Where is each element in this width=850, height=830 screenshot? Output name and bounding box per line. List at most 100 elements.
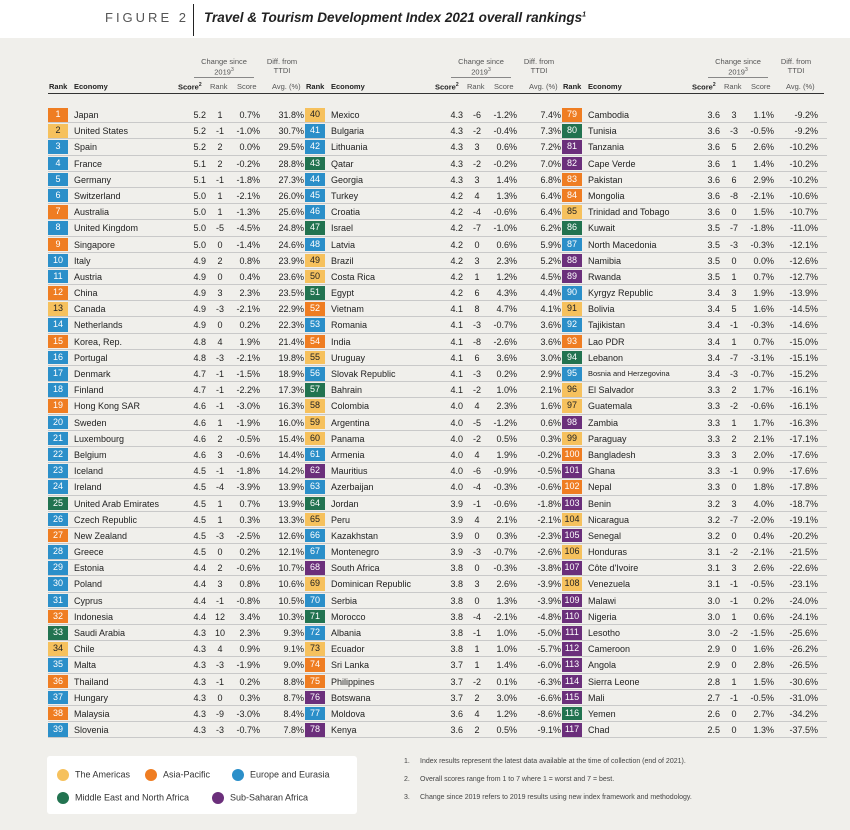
rank-badge: 105 bbox=[562, 528, 582, 543]
economy-name: Sri Lanka bbox=[331, 660, 370, 671]
diff-from-ttdi-header: Diff. from TTDI bbox=[266, 57, 298, 75]
table-row: 55 Uruguay 4.1 6 3.6% 3.0% bbox=[305, 350, 570, 366]
rank-badge: 3 bbox=[48, 140, 68, 154]
score-change-value: 2.6% bbox=[753, 563, 774, 574]
rank-badge: 79 bbox=[562, 108, 582, 122]
rank-badge: 46 bbox=[305, 205, 325, 219]
rank-change-value: -3 bbox=[729, 126, 738, 137]
rank-badge: 18 bbox=[48, 383, 68, 397]
diff-avg-value: -25.6% bbox=[789, 628, 818, 638]
diff-avg-value: -17.6% bbox=[789, 449, 818, 460]
rank-change-value: 3 bbox=[731, 110, 737, 120]
column-header: Change since 20193 Diff. from TTDI Rank Eco… bbox=[305, 52, 570, 107]
score-change-value: 0.6% bbox=[496, 239, 517, 250]
economy-name: Nepal bbox=[588, 482, 612, 493]
economy-name: Qatar bbox=[331, 158, 354, 169]
table-row: 39 Slovenia 4.3 -3 -0.7% 7.8% bbox=[48, 722, 313, 739]
diff-avg-value: 5.2% bbox=[540, 255, 561, 266]
rank-change-value: 2 bbox=[731, 433, 737, 444]
score-change-value: -0.6% bbox=[236, 563, 260, 574]
economy-name: Lithuania bbox=[331, 142, 368, 153]
score-value: 5.1 bbox=[193, 158, 206, 169]
rank-badge: 14 bbox=[48, 318, 68, 332]
rank-badge: 65 bbox=[305, 512, 325, 527]
rank-badge: 84 bbox=[562, 188, 582, 203]
rank-change-value: -2 bbox=[472, 433, 481, 444]
score-value: 3.4 bbox=[707, 288, 720, 299]
score-value: 4.2 bbox=[450, 223, 463, 234]
rank-change-value: 0 bbox=[731, 725, 737, 736]
score-value: 4.2 bbox=[450, 207, 463, 218]
rank-change-value: -7 bbox=[472, 223, 481, 234]
score-change-value: -0.9% bbox=[493, 466, 517, 477]
economy-name: Romania bbox=[331, 320, 368, 331]
rank-badge: 75 bbox=[305, 674, 325, 689]
score-change-value: 1.5% bbox=[753, 207, 774, 218]
economy-name: Argentina bbox=[331, 417, 370, 428]
score-change-value: -0.4% bbox=[493, 126, 517, 137]
legend-item-ee: Europe and Eurasia bbox=[232, 769, 330, 781]
diff-avg-value: -16.3% bbox=[789, 417, 818, 428]
legend-label: Europe and Eurasia bbox=[250, 769, 330, 780]
economy-name: Jordan bbox=[331, 498, 359, 509]
diff-avg-value: -6.0% bbox=[537, 660, 561, 671]
economy-name: Canada bbox=[74, 304, 106, 315]
footnote-item: 1. Index results represent the latest dat… bbox=[404, 758, 824, 776]
change-header-footnote: 3 bbox=[230, 67, 234, 73]
footnote-number: 1. bbox=[404, 758, 410, 765]
table-row: 110 Nigeria 3.0 1 0.6% -24.1% bbox=[562, 609, 827, 625]
diff-avg-value: 2.1% bbox=[540, 385, 561, 396]
rank-change-value: -3 bbox=[729, 239, 738, 250]
score-value: 3.4 bbox=[707, 320, 720, 331]
rank-badge: 70 bbox=[305, 593, 325, 608]
footnote-text: Overall scores range from 1 to 7 where 1… bbox=[420, 776, 615, 783]
rank-badge: 85 bbox=[562, 205, 582, 219]
score-change-value: -1.3% bbox=[236, 207, 260, 218]
table-row: 73 Ecuador 3.8 1 1.0% -5.7% bbox=[305, 641, 570, 658]
rank-badge: 87 bbox=[562, 237, 582, 251]
table-row: 106 Honduras 3.1 -2 -2.1% -21.5% bbox=[562, 544, 827, 561]
score-change-value: -1.0% bbox=[493, 223, 517, 234]
table-row: 95 Bosnia and Herzegovina 3.4 -3 -0.7% -15.2% bbox=[562, 366, 827, 383]
rank-badge: 64 bbox=[305, 496, 325, 510]
table-row: 96 El Salvador 3.3 2 1.7% -16.1% bbox=[562, 382, 827, 399]
table-row: 38 Malaysia 4.3 -9 -3.0% 8.4% bbox=[48, 706, 313, 723]
change-score-header: Score bbox=[751, 82, 771, 91]
table-row: 82 Cape Verde 3.6 1 1.4% -10.2% bbox=[562, 156, 827, 172]
table-row: 31 Cyprus 4.4 -1 -0.8% 10.5% bbox=[48, 593, 313, 609]
diff-avg-value: 4.4% bbox=[540, 288, 561, 299]
score-change-value: 1.1% bbox=[753, 110, 774, 120]
economy-name: Hungary bbox=[74, 692, 109, 703]
rank-badge: 40 bbox=[305, 108, 325, 122]
score-value: 4.9 bbox=[193, 255, 206, 266]
rank-badge: 1 bbox=[48, 108, 68, 122]
rank-change-value: -9 bbox=[215, 708, 224, 719]
score-value: 4.3 bbox=[193, 676, 206, 687]
score-change-value: -2.1% bbox=[493, 611, 517, 622]
score-value: 4.3 bbox=[450, 110, 463, 120]
rank-badge: 68 bbox=[305, 561, 325, 575]
table-row: 116 Yemen 2.6 0 2.7% -34.2% bbox=[562, 706, 827, 723]
score-change-value: -0.7% bbox=[750, 369, 774, 379]
column-header: Change since 20193 Diff. from TTDI Rank Eco… bbox=[562, 52, 827, 107]
rank-badge: 69 bbox=[305, 577, 325, 591]
change-rank-header: Rank bbox=[467, 82, 485, 91]
diff-avg-value: -18.7% bbox=[789, 498, 818, 509]
rank-change-value: 4 bbox=[474, 190, 480, 201]
footnotes: 1. Index results represent the latest dat… bbox=[404, 758, 824, 812]
table-row: 52 Vietnam 4.1 8 4.7% 4.1% bbox=[305, 301, 570, 318]
rank-change-value: -5 bbox=[472, 417, 481, 428]
economy-name: Japan bbox=[74, 110, 99, 120]
score-header-text: Score bbox=[435, 82, 456, 92]
economy-name: Malawi bbox=[588, 595, 617, 606]
table-row: 56 Slovak Republic 4.1 -3 0.2% 2.9% bbox=[305, 366, 570, 383]
rank-badge: 59 bbox=[305, 415, 325, 430]
rank-badge: 49 bbox=[305, 253, 325, 268]
rank-header: Rank bbox=[49, 82, 68, 91]
header-rule bbox=[562, 93, 824, 94]
table-row: 28 Greece 4.5 0 0.2% 12.1% bbox=[48, 544, 313, 561]
score-value: 4.2 bbox=[450, 190, 463, 201]
table-row: 6 Switzerland 5.0 1 -2.1% 26.0% bbox=[48, 188, 313, 205]
diff-avg-value: 23.9% bbox=[278, 255, 304, 266]
diff-avg-value: 1.6% bbox=[540, 401, 561, 412]
